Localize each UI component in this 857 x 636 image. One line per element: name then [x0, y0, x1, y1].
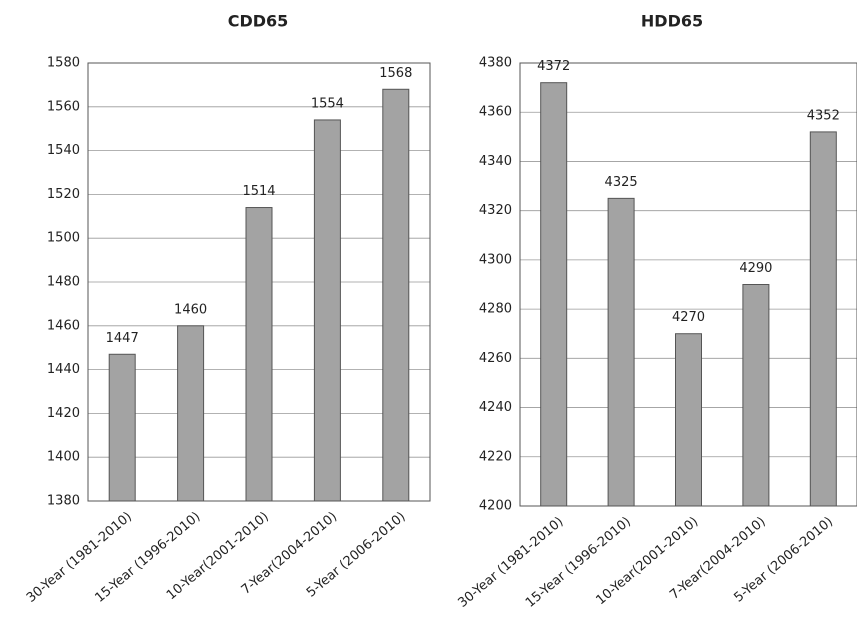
y-tick-label: 4200 [479, 499, 512, 514]
bar [742, 284, 770, 507]
bar [675, 333, 702, 507]
data-label: 4290 [739, 261, 772, 276]
bar [108, 353, 136, 502]
y-tick-label: 1440 [47, 362, 80, 377]
y-tick-label: 4220 [479, 449, 512, 464]
y-tick-label: 4360 [479, 105, 512, 120]
data-label: 1514 [242, 184, 275, 199]
x-tick-label: 30-Year (1981-2010) [455, 514, 566, 611]
data-label: 1460 [174, 302, 207, 317]
bar [245, 207, 273, 502]
y-tick-label: 1520 [47, 187, 80, 202]
data-label: 4352 [807, 108, 840, 123]
chart-title: HDD65 [641, 12, 703, 31]
y-tick-label: 1400 [47, 450, 80, 465]
chart-title: CDD65 [228, 12, 289, 31]
y-tick-label: 4280 [479, 302, 512, 317]
y-tick-label: 1460 [47, 318, 80, 333]
y-tick-label: 4300 [479, 252, 512, 267]
y-tick-label: 1560 [47, 99, 80, 114]
data-label: 4270 [672, 310, 705, 325]
y-tick-label: 4320 [479, 203, 512, 218]
y-tick-label: 1480 [47, 275, 80, 290]
data-label: 4372 [537, 59, 570, 74]
data-label: 4325 [605, 175, 638, 190]
bar [313, 119, 341, 502]
y-tick-label: 4380 [479, 56, 512, 71]
bar [177, 325, 205, 502]
y-tick-label: 4240 [479, 400, 512, 415]
bar [809, 131, 837, 507]
y-tick-label: 1580 [47, 56, 80, 71]
data-label: 1568 [379, 66, 412, 81]
y-tick-label: 4260 [479, 351, 512, 366]
y-tick-label: 1380 [47, 494, 80, 509]
y-tick-label: 1500 [47, 231, 80, 246]
data-label: 1447 [106, 331, 139, 346]
data-label: 1554 [311, 96, 344, 111]
y-tick-label: 4340 [479, 154, 512, 169]
bar [382, 88, 410, 502]
y-tick-label: 1540 [47, 143, 80, 158]
y-tick-label: 1420 [47, 406, 80, 421]
bar [607, 197, 635, 507]
bar [540, 82, 568, 507]
